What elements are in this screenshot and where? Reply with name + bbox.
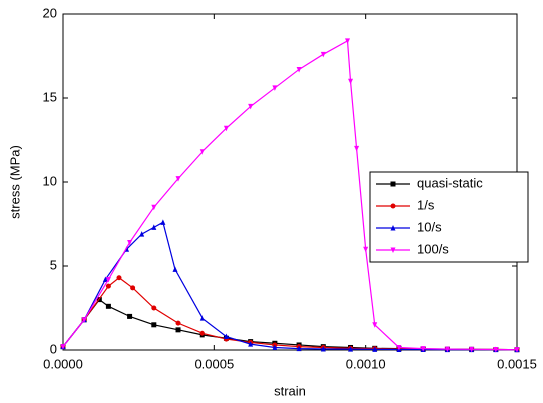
marker bbox=[60, 344, 66, 350]
marker bbox=[248, 103, 254, 110]
x-tick-label: 0.0010 bbox=[346, 356, 386, 371]
legend-box bbox=[369, 171, 529, 263]
x-axis-label: strain bbox=[274, 383, 306, 398]
marker bbox=[493, 346, 499, 353]
marker bbox=[175, 320, 181, 326]
marker bbox=[296, 345, 302, 352]
marker bbox=[139, 231, 145, 237]
y-tick-label: 0 bbox=[50, 341, 57, 356]
series-line bbox=[62, 298, 518, 351]
y-tick-label: 20 bbox=[43, 5, 57, 20]
legend-label: 10/s bbox=[417, 219, 442, 234]
marker bbox=[175, 176, 181, 182]
legend-marker bbox=[390, 225, 396, 231]
marker bbox=[223, 125, 229, 132]
series-line bbox=[62, 221, 517, 351]
legend-marker bbox=[390, 247, 396, 253]
marker bbox=[354, 145, 360, 152]
marker bbox=[199, 149, 205, 155]
y-tick-label: 10 bbox=[43, 173, 57, 188]
marker bbox=[420, 346, 426, 352]
marker bbox=[320, 51, 326, 58]
marker bbox=[348, 78, 354, 85]
marker bbox=[102, 276, 108, 282]
marker bbox=[105, 276, 111, 283]
y-tick-label: 5 bbox=[50, 257, 57, 272]
marker bbox=[372, 322, 378, 328]
marker bbox=[105, 303, 111, 309]
marker bbox=[272, 85, 278, 91]
marker bbox=[345, 38, 351, 44]
marker bbox=[272, 344, 278, 350]
marker bbox=[396, 344, 402, 351]
marker bbox=[151, 204, 157, 211]
marker bbox=[130, 285, 136, 291]
y-axis-label: stress (MPa) bbox=[7, 145, 22, 219]
marker bbox=[127, 239, 133, 246]
marker bbox=[151, 322, 157, 328]
marker bbox=[175, 327, 181, 333]
x-tick-label: 0.0015 bbox=[497, 356, 537, 371]
marker bbox=[320, 345, 326, 352]
marker bbox=[199, 330, 205, 336]
legend-marker bbox=[390, 181, 396, 187]
marker bbox=[116, 275, 122, 281]
marker bbox=[199, 315, 205, 321]
legend-label: 100/s bbox=[417, 241, 449, 256]
marker bbox=[160, 219, 166, 225]
marker bbox=[105, 283, 111, 289]
legend-label: quasi-static bbox=[417, 175, 483, 190]
x-tick-label: 0.0005 bbox=[194, 356, 234, 371]
marker bbox=[127, 313, 133, 319]
marker bbox=[223, 333, 229, 340]
marker bbox=[348, 346, 354, 352]
legend-label: 1/s bbox=[417, 197, 435, 212]
legend-marker bbox=[390, 203, 396, 209]
y-tick-label: 15 bbox=[43, 89, 57, 104]
marker bbox=[172, 266, 178, 272]
marker bbox=[296, 66, 302, 73]
marker bbox=[151, 305, 157, 311]
marker bbox=[469, 346, 475, 353]
x-tick-label: 0.0000 bbox=[43, 356, 83, 371]
marker bbox=[81, 317, 87, 323]
marker bbox=[363, 246, 369, 253]
marker bbox=[248, 341, 254, 347]
marker bbox=[514, 347, 520, 353]
marker bbox=[151, 224, 157, 230]
marker bbox=[444, 346, 450, 353]
marker bbox=[372, 346, 378, 352]
